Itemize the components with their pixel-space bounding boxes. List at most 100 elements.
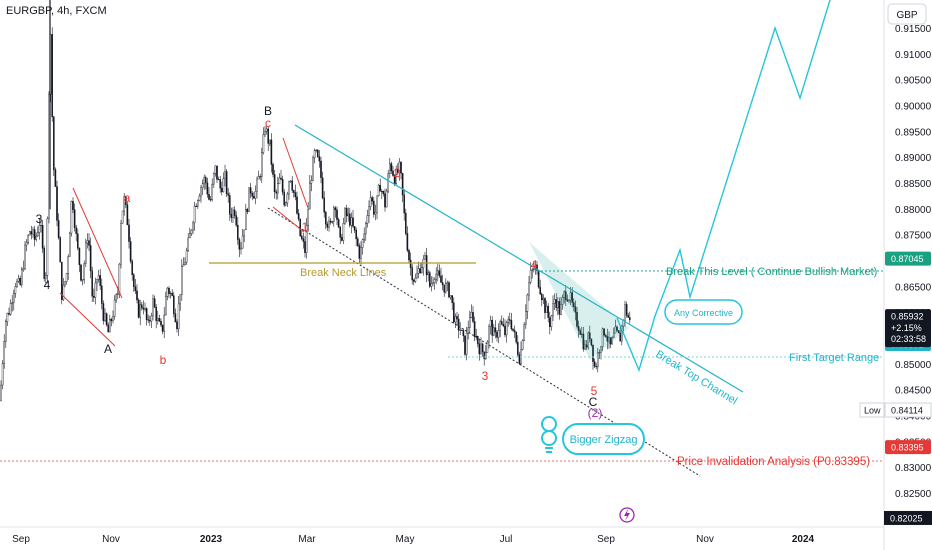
- currency-button[interactable]: GBP: [887, 3, 927, 25]
- candle: [169, 291, 172, 299]
- candle: [512, 328, 514, 332]
- candle: [40, 217, 42, 233]
- candle: [108, 314, 111, 333]
- candle: [557, 296, 559, 316]
- candle: [619, 325, 621, 342]
- candle: [96, 278, 98, 292]
- candle: [53, 115, 55, 177]
- candle: [126, 201, 129, 226]
- wave-label-w2: 2: [394, 166, 401, 180]
- candle: [385, 188, 388, 208]
- wave-label-wc: c: [265, 116, 271, 130]
- candle: [134, 278, 137, 295]
- candle: [30, 225, 33, 240]
- projection-path[interactable]: [616, 0, 831, 373]
- currency-button-box[interactable]: [887, 3, 927, 25]
- candle: [185, 247, 188, 265]
- candle: [381, 188, 383, 200]
- candle: [464, 335, 466, 356]
- candle: [233, 206, 236, 219]
- candle: [137, 298, 140, 319]
- y-tick-label: 0.88500: [895, 179, 932, 190]
- candle: [244, 203, 247, 231]
- candle: [129, 237, 132, 264]
- candle: [76, 228, 79, 251]
- any-corrective-box[interactable]: Any Corrective: [664, 299, 743, 325]
- wave-label-wC: C: [589, 395, 598, 409]
- wedge-line-1: [72, 187, 123, 299]
- candle: [481, 342, 484, 357]
- candle: [587, 331, 589, 350]
- candle: [374, 204, 377, 221]
- wedge-line-4: [272, 206, 305, 233]
- candle: [501, 315, 503, 326]
- candle: [585, 340, 588, 350]
- candle: [198, 193, 201, 202]
- wave-label-wB: B: [264, 104, 272, 118]
- x-tick-label: May: [396, 534, 415, 545]
- candle: [235, 211, 238, 228]
- candle: [365, 221, 367, 241]
- any-corrective-outline[interactable]: [664, 299, 743, 325]
- time-axis[interactable]: Sep Nov 2023 Mar May Jul Sep Nov 2024: [12, 534, 814, 545]
- candle: [163, 306, 166, 339]
- candle: [453, 297, 455, 324]
- candle: [405, 208, 407, 236]
- candle: [467, 320, 470, 340]
- candle: [336, 206, 338, 226]
- candle: [64, 281, 66, 288]
- candle: [489, 315, 492, 335]
- candle: [113, 295, 116, 320]
- channel-upper-line[interactable]: [294, 124, 744, 393]
- candle: [411, 264, 414, 285]
- candle: [120, 219, 122, 269]
- candle: [201, 179, 204, 196]
- candle: [341, 233, 343, 242]
- lightning-icon[interactable]: [619, 507, 635, 523]
- candle: [156, 310, 159, 325]
- candle: [317, 148, 319, 158]
- candle: [416, 265, 418, 279]
- candle: [497, 323, 500, 344]
- candle: [334, 205, 337, 218]
- candle: [203, 174, 206, 190]
- candle: [614, 319, 617, 334]
- candle: [172, 291, 175, 318]
- candle: [99, 268, 101, 290]
- candle: [27, 234, 30, 245]
- currency-button-label[interactable]: GBP: [896, 10, 917, 21]
- candle: [115, 293, 117, 303]
- y-tick-label: 0.82500: [895, 489, 932, 500]
- candle: [236, 217, 239, 245]
- label-layer: 3 4 Aa b Bc 1 2 3 4 5C(2): [36, 104, 603, 420]
- candle: [281, 175, 284, 196]
- candle: [568, 299, 570, 304]
- x-tick-label: Jul: [500, 534, 513, 545]
- candle: [222, 172, 225, 193]
- candle: [293, 189, 295, 198]
- candle: [187, 232, 190, 252]
- y-tick-label: 0.85000: [895, 360, 932, 371]
- candle: [219, 175, 222, 193]
- candle: [547, 303, 549, 323]
- candle: [286, 191, 289, 207]
- candle: [584, 339, 586, 351]
- candle: [347, 207, 350, 222]
- candle: [541, 292, 543, 307]
- candle: [318, 150, 321, 168]
- candle: [45, 272, 47, 285]
- channel-lower-line[interactable]: [267, 207, 701, 477]
- x-tick-label: 2023: [200, 534, 223, 545]
- bigger-zigzag-outline[interactable]: [562, 423, 645, 455]
- candle: [131, 259, 134, 281]
- break-level-tag-label: 0.87045: [891, 254, 924, 264]
- candle: [595, 362, 597, 370]
- candle: [68, 231, 71, 257]
- candle: [565, 285, 567, 306]
- candle: [425, 247, 428, 283]
- triangle-zone: [529, 242, 629, 360]
- bigger-zigzag-box[interactable]: Bigger Zigzag: [562, 423, 645, 455]
- candle: [608, 331, 610, 349]
